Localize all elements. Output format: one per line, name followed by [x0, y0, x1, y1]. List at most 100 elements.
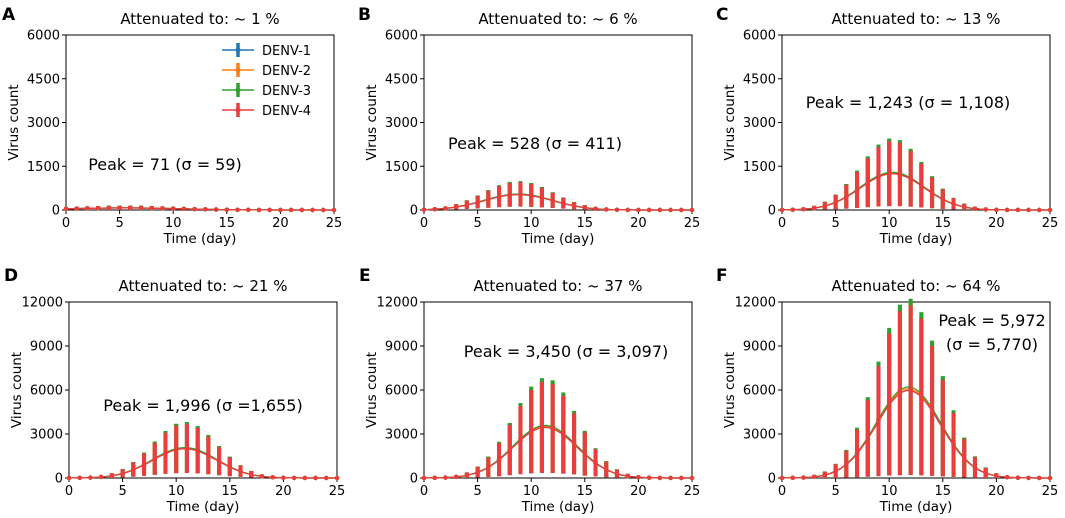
panel-A: A Attenuated to: ~ 1 % 0 5 10 15 20 25 0 1500 3000…	[2, 5, 342, 247]
y-tick-label: 0	[52, 204, 60, 219]
data-point	[646, 475, 652, 480]
x-tick-label: 5	[473, 484, 481, 499]
y-tick-label: 6000	[27, 29, 60, 44]
data-point	[507, 192, 512, 198]
x-tick-label: 0	[420, 484, 428, 499]
data-point	[184, 446, 190, 451]
series-denv-3	[421, 378, 695, 481]
data-point	[550, 198, 555, 203]
x-axis-label: Time (day)	[521, 499, 595, 515]
data-point	[1004, 475, 1010, 480]
peak-annotation-sigma: (σ = 5,770)	[946, 335, 1038, 354]
panel-F: F Attenuated to: ~ 64 % 0 5 10 15 20 25 0 3000 600…	[716, 266, 1058, 515]
y-tick-label: 3000	[30, 428, 63, 443]
data-point	[256, 207, 262, 213]
mean-line	[782, 173, 1050, 211]
legend-marker	[235, 47, 241, 53]
data-point	[689, 475, 695, 481]
plot-frame	[423, 301, 693, 479]
x-tick-label: 15	[935, 484, 952, 499]
data-point	[844, 462, 849, 467]
data-point	[1015, 207, 1021, 213]
x-tick-label: 25	[684, 216, 701, 231]
panel-letter: D	[4, 266, 18, 286]
peak-annotation: Peak = 1,243 (σ = 1,108)	[806, 93, 1010, 112]
data-point	[453, 204, 459, 210]
data-point	[951, 201, 956, 207]
data-point	[822, 203, 828, 209]
x-tick-label: 15	[577, 216, 594, 231]
data-point	[227, 464, 232, 470]
data-point	[267, 207, 272, 213]
y-tick-label: 3000	[27, 116, 60, 131]
series-denv-3	[779, 138, 1053, 213]
data-point	[668, 207, 673, 213]
series-denv-4	[421, 381, 695, 481]
data-point	[288, 207, 294, 213]
data-point	[994, 207, 999, 213]
data-point	[529, 193, 534, 198]
x-tick-label: 10	[168, 484, 185, 499]
data-point	[1026, 207, 1031, 213]
data-point	[561, 432, 566, 438]
data-point	[929, 190, 935, 196]
data-point	[138, 205, 144, 211]
data-point	[1026, 475, 1031, 481]
data-point	[313, 475, 318, 481]
x-axis-label: Time (day)	[163, 231, 237, 247]
data-point	[582, 452, 587, 457]
data-point	[790, 475, 795, 481]
y-tick-label: 0	[410, 204, 418, 219]
mean-line	[782, 173, 1050, 211]
x-axis-label: Time (day)	[879, 231, 953, 247]
data-point	[1047, 207, 1053, 213]
mean-line	[781, 389, 1050, 479]
x-tick-label: 25	[684, 484, 701, 499]
data-point	[801, 207, 806, 212]
x-tick-label: 0	[778, 484, 786, 499]
data-point	[141, 462, 147, 468]
data-point	[192, 206, 197, 212]
data-point	[962, 204, 967, 210]
peak-annotation: Peak = 71 (σ = 59)	[88, 155, 242, 174]
data-point	[507, 448, 512, 453]
legend-label: DENV-4	[262, 104, 311, 119]
data-point	[833, 469, 838, 474]
y-tick-label: 9000	[385, 340, 418, 355]
panel-title: Attenuated to: ~ 37 %	[474, 277, 643, 295]
panel-title: Attenuated to: ~ 64 %	[832, 277, 1001, 295]
y-tick-label: 12000	[377, 296, 418, 311]
data-point	[833, 200, 838, 205]
data-point	[940, 426, 945, 431]
data-point	[291, 475, 297, 481]
data-point	[801, 475, 806, 480]
x-tick-label: 20	[630, 216, 647, 231]
x-tick-label: 20	[988, 484, 1005, 499]
x-tick-label: 25	[1042, 216, 1059, 231]
mean-line	[782, 171, 1050, 211]
data-point	[149, 205, 154, 211]
data-point	[163, 451, 168, 456]
x-tick-label: 20	[630, 484, 647, 499]
data-point	[972, 206, 978, 211]
data-point	[321, 207, 326, 213]
data-point	[854, 188, 860, 193]
plot-frame	[65, 34, 335, 211]
data-point	[496, 194, 502, 200]
data-point	[636, 207, 641, 213]
x-tick-label: 10	[523, 484, 540, 499]
legend-label: DENV-2	[262, 64, 311, 79]
data-point	[235, 207, 240, 212]
data-point	[1037, 475, 1042, 481]
panel-title: Attenuated to: ~ 13 %	[832, 10, 1001, 28]
mean-line	[423, 424, 692, 479]
x-axis-label: Time (day)	[879, 499, 953, 515]
data-point	[238, 469, 243, 474]
data-point	[486, 465, 491, 470]
series-denv-1	[779, 141, 1053, 213]
x-tick-label: 15	[935, 216, 952, 231]
data-point	[216, 459, 222, 464]
plot-frame	[423, 34, 693, 211]
legend-label: DENV-1	[262, 44, 311, 59]
series-denv-2	[779, 139, 1053, 213]
